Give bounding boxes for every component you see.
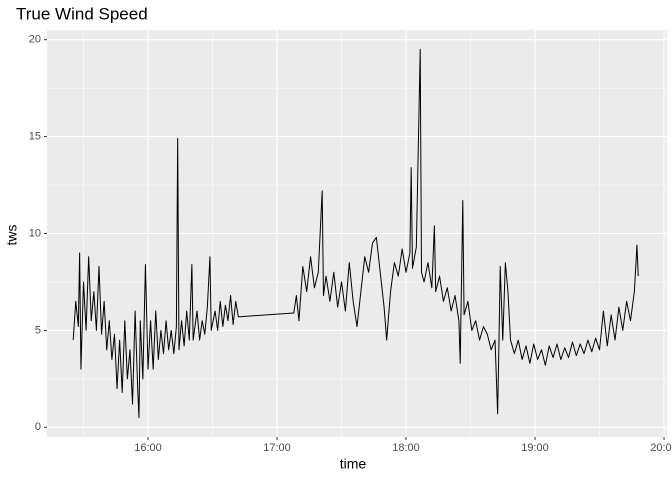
line xyxy=(72,48,639,419)
x-tick-label: 20:00 xyxy=(650,442,672,454)
y-tick-label: 5 xyxy=(35,324,41,336)
x-tick-label: 17:00 xyxy=(263,442,291,454)
x-axis-label: time xyxy=(340,456,367,472)
y-tick-label: 20 xyxy=(29,34,41,46)
marks xyxy=(72,48,639,419)
x-tick-label: 19:00 xyxy=(521,442,549,454)
grid xyxy=(47,30,667,437)
y-tick-label: 10 xyxy=(29,227,41,239)
y-axis-label: tws xyxy=(4,225,20,246)
chart-title: True Wind Speed xyxy=(16,4,148,23)
x-tick-label: 18:00 xyxy=(392,442,420,454)
x-tick-label: 16:00 xyxy=(134,442,162,454)
y-tick-label: 15 xyxy=(29,131,41,143)
y-tick-label: 0 xyxy=(35,421,41,433)
